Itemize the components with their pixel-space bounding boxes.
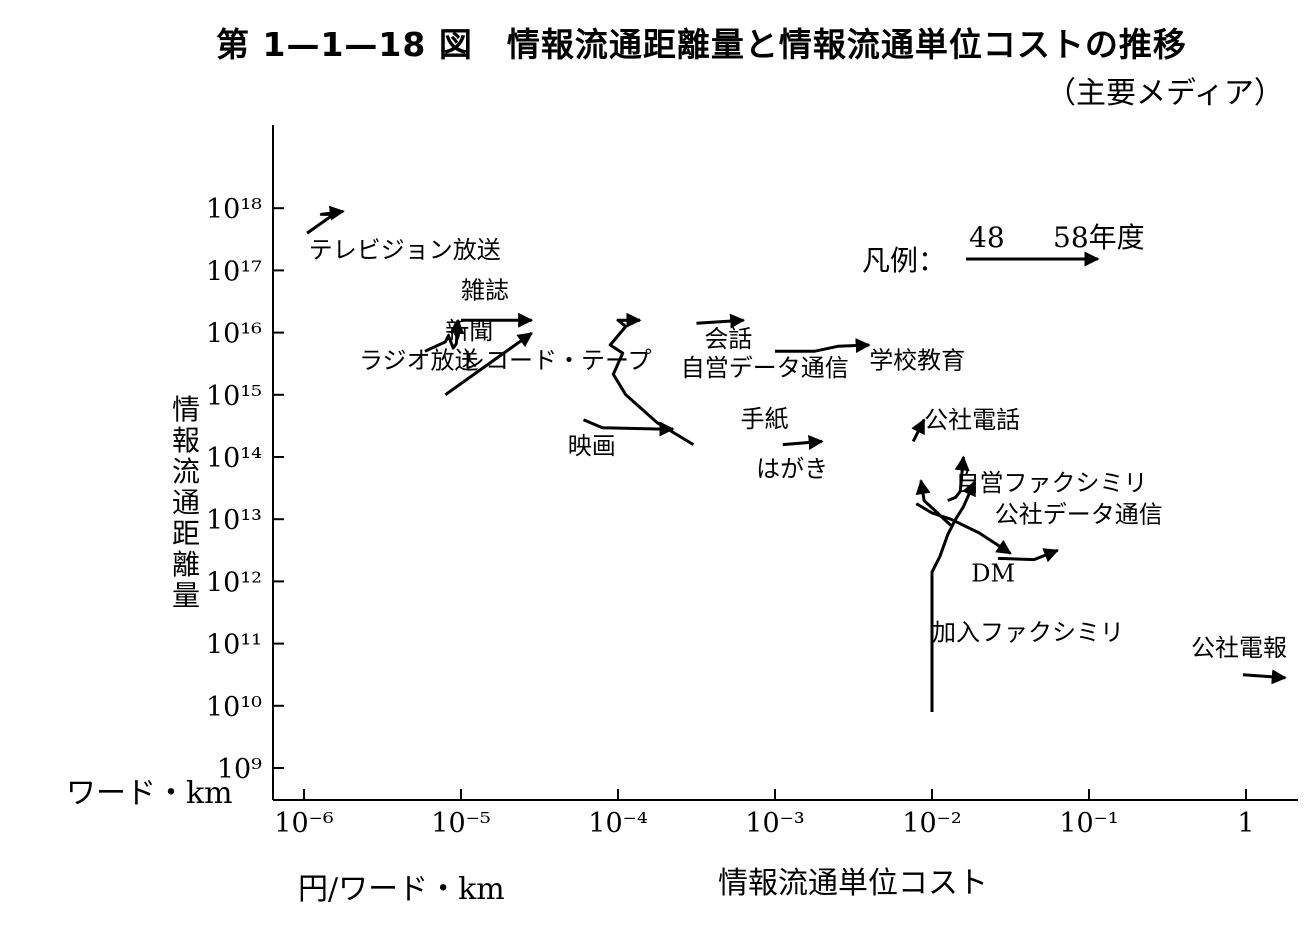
x-tick-label: 10⁻⁴	[588, 808, 647, 839]
series-label: 新聞	[445, 317, 493, 345]
y-tick-label: 10¹⁵	[206, 381, 262, 412]
y-axis-unit: ワード・km	[66, 776, 233, 811]
legend: 凡例： 48 58年度	[862, 221, 1145, 277]
legend-start-label: 48	[969, 221, 1005, 254]
series-line	[775, 338, 871, 354]
y-tick-label: 10¹⁸	[206, 194, 262, 225]
series-label: 公社データ通信	[995, 500, 1163, 528]
series-line	[997, 548, 1059, 563]
x-tick-label: 1	[1237, 808, 1254, 839]
series-line	[915, 502, 1012, 555]
series-line	[444, 331, 533, 397]
series-label: 加入ファクシミリ	[932, 618, 1124, 646]
legend-end-label: 58年度	[1053, 221, 1145, 254]
series-label: 自営データ通信	[681, 354, 849, 382]
legend-prefix: 凡例：	[862, 244, 946, 277]
series-label: 手紙	[740, 405, 788, 433]
series-label: はがき	[756, 455, 828, 483]
series-label: テレビジョン放送	[309, 236, 501, 264]
series-line	[947, 455, 970, 502]
series-line	[306, 205, 345, 235]
y-tick-label: 10⁹	[217, 754, 262, 785]
series-label: 会話	[704, 325, 752, 353]
chart-subtitle: （主要メディア）	[1046, 76, 1284, 111]
y-tick-label: 10¹⁷	[206, 256, 262, 287]
series-line	[1242, 669, 1287, 685]
y-tick-label: 10¹⁶	[206, 319, 262, 350]
series-label: ラジオ放送	[359, 347, 479, 375]
series-label: 映画	[568, 432, 616, 460]
y-tick-label: 10¹⁴	[206, 443, 262, 474]
series-line	[930, 480, 976, 712]
series-line	[608, 312, 695, 446]
chart-title: 第 1—1—18 図 情報流通距離量と情報流通単位コストの推移	[216, 25, 1187, 64]
series-label: 雑誌	[461, 276, 509, 304]
series-line	[424, 318, 465, 353]
y-tick-label: 10¹³	[206, 505, 262, 536]
series-label: レコード・テープ	[461, 347, 652, 375]
series-label: DM	[971, 559, 1015, 587]
series-line	[915, 479, 952, 527]
y-axis-label: 情報流通距離量	[171, 393, 200, 612]
x-axis-label: 情報流通単位コスト	[718, 866, 988, 901]
x-axis-unit: 円/ワード・km	[298, 872, 505, 907]
series-label: 公社電報	[1191, 634, 1287, 662]
series-label: 公社電話	[924, 406, 1020, 434]
x-tick-label: 10⁻⁶	[274, 808, 334, 839]
x-tick-label: 10⁻⁵	[431, 808, 490, 839]
y-tick-label: 10¹²	[206, 567, 262, 598]
y-tick-label: 10¹¹	[206, 630, 262, 661]
series-label: 学校教育	[869, 347, 965, 375]
x-tick-label: 10⁻¹	[1059, 808, 1118, 839]
series-line	[911, 418, 926, 443]
y-tick-label: 10¹⁰	[206, 692, 262, 723]
x-tick-label: 10⁻²	[902, 808, 961, 839]
x-tick-label: 10⁻³	[745, 808, 804, 839]
series-line	[696, 313, 746, 329]
series-line	[782, 435, 824, 450]
series-label: 自営ファクシミリ	[956, 469, 1148, 497]
